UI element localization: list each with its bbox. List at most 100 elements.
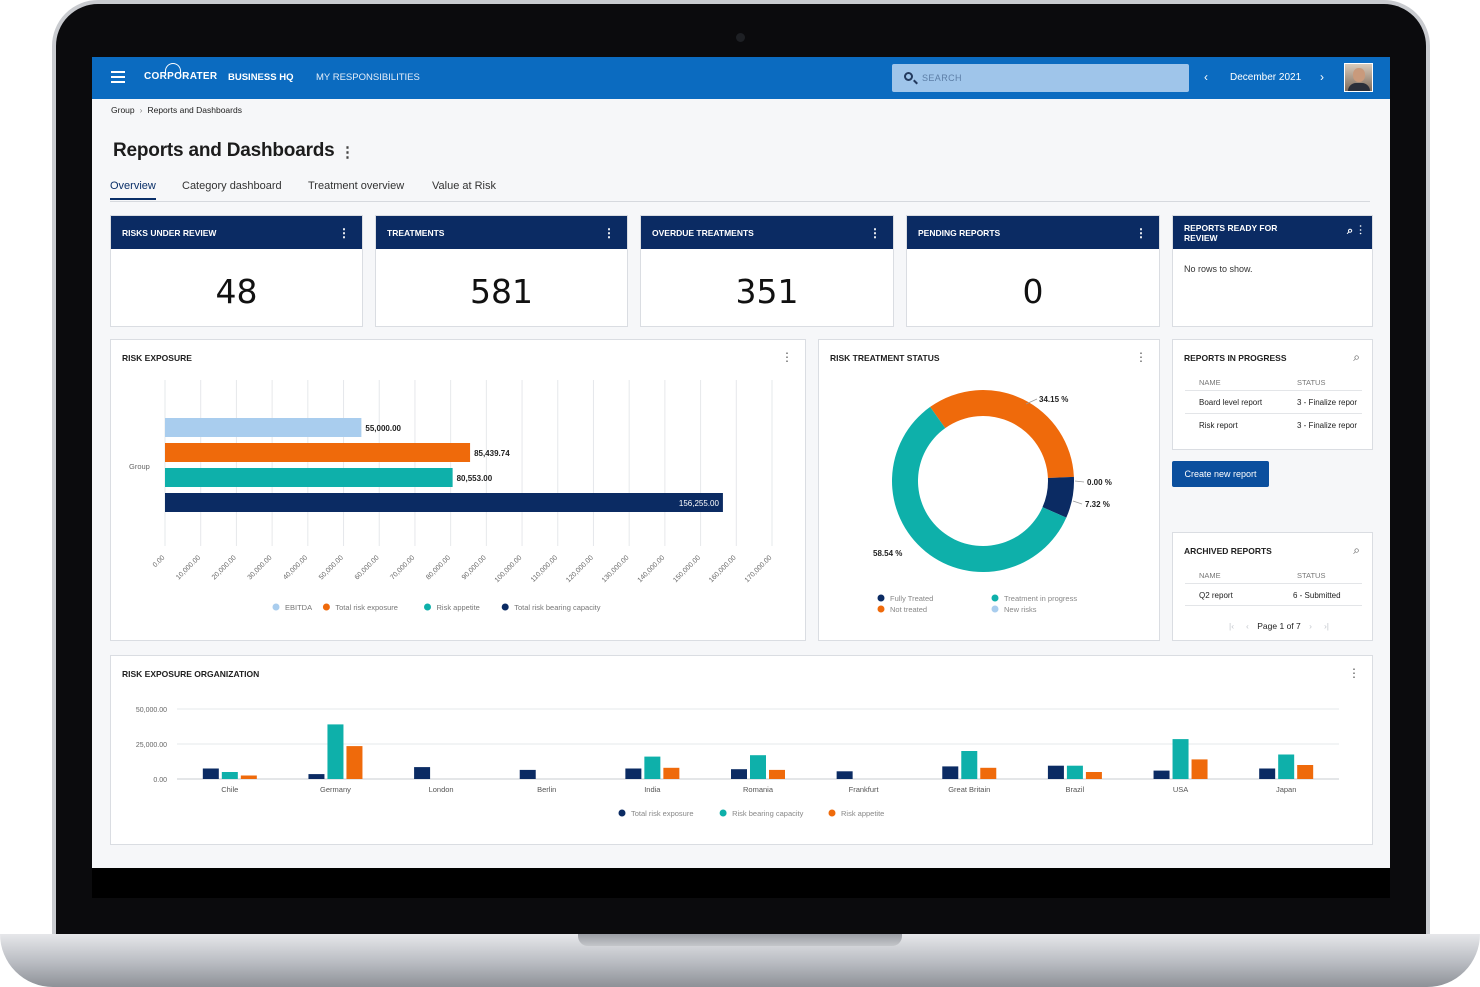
breadcrumb-group[interactable]: Group <box>111 105 135 115</box>
bar <box>165 443 471 462</box>
risk-treatment-panel: RISK TREATMENT STATUS ⋮ 34.15 % 0.00 % 7.3… <box>818 339 1160 641</box>
legend-label: Total risk exposure <box>631 809 694 818</box>
panel-title: ARCHIVED REPORTS <box>1184 546 1272 556</box>
data-label: 80,553.00 <box>457 474 493 483</box>
bar <box>346 746 363 779</box>
more-options-icon[interactable]: ⋮ <box>340 144 355 161</box>
archived-reports-card: ARCHIVED REPORTS ⌕ NAME STATUS Q2 report… <box>1172 532 1373 641</box>
kpi-label: RISKS UNDER REVIEW <box>122 228 217 238</box>
x-tick-label: 100,000.00 <box>494 554 524 584</box>
donut-slice <box>930 390 1074 479</box>
x-tick-label: 140,000.00 <box>637 554 667 584</box>
bar <box>1047 765 1064 779</box>
risk-exposure-panel: RISK EXPOSURE ⋮ 0.00 10,000.00 20,000.00 30… <box>110 339 806 641</box>
row-name: Risk report <box>1199 421 1238 430</box>
kebab-icon[interactable]: ⋮ <box>1135 350 1147 364</box>
legend-label: Not treated <box>890 605 927 614</box>
bar <box>731 769 747 779</box>
kpi-pending-reports: PENDING REPORTS ⋮ 0 <box>906 215 1160 327</box>
top-bar: CORPORATER BUSINESS HQ MY RESPONSIBILITI… <box>92 57 1390 99</box>
legend-label: Risk bearing capacity <box>732 809 804 818</box>
x-tick-label: London <box>429 785 454 794</box>
kebab-icon[interactable]: ⋮ <box>1359 225 1362 237</box>
prev-page-icon[interactable]: ‹ <box>1246 621 1249 631</box>
menu-icon[interactable] <box>111 71 125 83</box>
x-tick-label: Romania <box>743 785 774 794</box>
x-tick-label: 30,000.00 <box>247 554 274 581</box>
search-icon[interactable]: ⌕ <box>1353 350 1360 364</box>
table-row[interactable]: Risk report 3 - Finalize repor <box>1185 413 1362 436</box>
x-tick-label: Berlin <box>537 785 556 794</box>
search-box[interactable] <box>892 64 1189 92</box>
search-input[interactable] <box>922 70 1172 86</box>
kpi-value: 48 <box>215 272 258 311</box>
kpi-overdue-treatments: OVERDUE TREATMENTS ⋮ 351 <box>640 215 894 327</box>
period-label[interactable]: December 2021 <box>1230 72 1302 83</box>
chevron-left-icon[interactable]: ‹ <box>1204 70 1208 84</box>
x-tick-label: 170,000.00 <box>744 554 774 584</box>
kpi-label: OVERDUE TREATMENTS <box>652 228 754 238</box>
empty-state: No rows to show. <box>1184 264 1253 274</box>
x-tick-label: Great Britain <box>948 785 990 794</box>
legend-swatch <box>501 603 509 611</box>
next-page-icon[interactable]: › <box>1309 621 1312 631</box>
kebab-icon[interactable]: ⋮ <box>603 226 615 240</box>
search-icon[interactable]: ⌕ <box>1353 543 1360 557</box>
legend-swatch <box>991 605 999 613</box>
x-tick-label: 130,000.00 <box>601 554 631 584</box>
x-tick-label: Germany <box>320 785 351 794</box>
bar <box>221 772 238 779</box>
bar <box>1085 772 1102 779</box>
bar <box>165 418 362 437</box>
column-header-status: STATUS <box>1297 571 1326 580</box>
kebab-icon[interactable]: ⋮ <box>338 226 350 240</box>
archived-table: NAME STATUS Q2 report 6 - Submitted <box>1185 569 1362 606</box>
logo[interactable]: CORPORATER <box>144 71 218 82</box>
tab-category-dashboard[interactable]: Category dashboard <box>182 180 282 192</box>
kebab-icon[interactable]: ⋮ <box>1135 226 1147 240</box>
x-tick-label: 90,000.00 <box>461 554 488 581</box>
bar <box>1153 770 1170 779</box>
nav-business-hq[interactable]: BUSINESS HQ <box>228 72 294 83</box>
tab-value-at-risk[interactable]: Value at Risk <box>432 180 496 192</box>
tab-overview[interactable]: Overview <box>110 180 156 200</box>
tab-treatment-overview[interactable]: Treatment overview <box>308 180 405 192</box>
chevron-right-icon[interactable]: › <box>1320 70 1324 84</box>
table-row[interactable]: Board level report 3 - Finalize repor <box>1185 390 1362 413</box>
bar <box>519 769 536 779</box>
last-page-icon[interactable]: ›| <box>1323 621 1330 631</box>
reports-ready-card: REPORTS READY FOR REVIEW ⌕ ⋮ No rows to … <box>1172 215 1373 327</box>
kebab-icon[interactable]: ⋮ <box>781 350 793 364</box>
kebab-icon[interactable]: ⋮ <box>869 226 881 240</box>
nav-my-responsibilities[interactable]: MY RESPONSIBILITIES <box>316 72 420 83</box>
bar <box>942 766 959 779</box>
search-icon[interactable]: ⌕ <box>1346 225 1354 237</box>
x-tick-label: USA <box>1173 785 1188 794</box>
kpi-risks-under-review: RISKS UNDER REVIEW ⋮ 48 <box>110 215 363 327</box>
panel-title: RISK EXPOSURE ORGANIZATION <box>122 669 260 679</box>
x-tick-label: 20,000.00 <box>211 554 238 581</box>
data-label: 85,439.74 <box>474 449 510 458</box>
card-title: REPORTS READY FOR REVIEW <box>1184 223 1278 243</box>
kpi-value: 581 <box>470 272 533 311</box>
donut-slice <box>1042 476 1074 518</box>
breadcrumb: Group › Reports and Dashboards <box>111 105 242 115</box>
first-page-icon[interactable]: |‹ <box>1229 621 1235 631</box>
create-new-report-button[interactable]: Create new report <box>1172 461 1269 487</box>
screen-chin <box>92 868 1390 898</box>
page-indicator: Page 1 of 7 <box>1257 621 1301 631</box>
legend-swatch <box>272 603 280 611</box>
x-tick-label: 160,000.00 <box>708 554 738 584</box>
bar <box>769 769 785 779</box>
x-tick-label: 120,000.00 <box>565 554 595 584</box>
legend-swatch <box>877 594 885 602</box>
kebab-icon[interactable]: ⋮ <box>1348 666 1360 680</box>
row-name: Q2 report <box>1199 591 1233 600</box>
in-progress-table: NAME STATUS Board level report 3 - Final… <box>1185 376 1362 436</box>
table-row[interactable]: Q2 report 6 - Submitted <box>1185 583 1362 606</box>
avatar[interactable] <box>1344 63 1373 92</box>
bar <box>980 767 997 779</box>
breadcrumb-current: Reports and Dashboards <box>147 105 242 115</box>
bar <box>308 774 325 779</box>
leader-line <box>1074 480 1085 483</box>
